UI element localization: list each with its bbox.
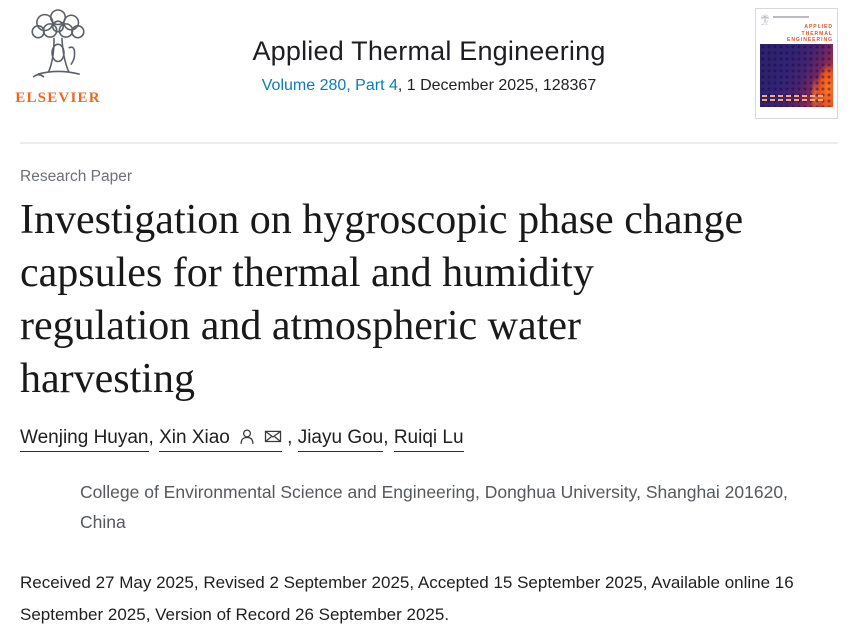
journal-title-link[interactable]: Applied Thermal Engineering bbox=[252, 36, 606, 66]
journal-cover-art: APPLIED THERMAL ENGINEERING bbox=[760, 13, 833, 114]
author-link-jiayu-gou[interactable]: Jiayu Gou bbox=[297, 427, 384, 452]
cover-header-rule bbox=[773, 16, 809, 18]
cover-mini-tree-icon bbox=[760, 14, 770, 26]
article-history-dates: Received 27 May 2025, Revised 2 Septembe… bbox=[20, 573, 794, 624]
issue-date-text: , 1 December 2025, 128367 bbox=[397, 77, 597, 94]
author-separator: , bbox=[148, 427, 160, 448]
journal-issue-line: Volume 280, Part 4, 1 December 2025, 128… bbox=[0, 77, 858, 95]
elsevier-logo[interactable]: ELSEVIER bbox=[12, 8, 104, 107]
author-name: Xin Xiao bbox=[159, 427, 230, 448]
article-section: Research Paper Investigation on hygrosco… bbox=[0, 168, 858, 631]
elsevier-wordmark: ELSEVIER bbox=[15, 90, 101, 106]
author-separator: , bbox=[281, 427, 298, 448]
author-link-wenjing-huyan[interactable]: Wenjing Huyan bbox=[20, 427, 149, 452]
cover-gradient-art bbox=[760, 44, 833, 107]
cover-title-line: ENGINEERING bbox=[786, 37, 833, 43]
header-divider bbox=[20, 142, 838, 144]
author-separator: , bbox=[383, 427, 394, 448]
author-affiliation: College of Environmental Science and Eng… bbox=[80, 482, 788, 532]
volume-issue-link[interactable]: Volume 280, Part 4 bbox=[261, 77, 398, 94]
cover-footnote-lines bbox=[762, 93, 824, 101]
page-header: ELSEVIER Applied Thermal Engineering Vol… bbox=[0, 0, 858, 142]
author-link-xin-xiao[interactable]: Xin Xiao bbox=[159, 427, 282, 452]
article-title: Investigation on hygroscopic phase chang… bbox=[20, 197, 744, 402]
person-icon[interactable] bbox=[238, 428, 256, 446]
journal-banner: Applied Thermal Engineering Volume 280, … bbox=[0, 36, 858, 95]
author-link-ruiqi-lu[interactable]: Ruiqi Lu bbox=[393, 427, 464, 452]
cover-journal-title: APPLIED THERMAL ENGINEERING bbox=[787, 24, 833, 44]
cover-title-line: THERMAL bbox=[801, 30, 833, 37]
envelope-icon[interactable] bbox=[264, 428, 282, 446]
author-list: Wenjing Huyan, Xin Xiao , Jiayu Gou, Rui… bbox=[20, 427, 838, 452]
cover-title-line: APPLIED bbox=[804, 24, 833, 30]
article-type-label: Research Paper bbox=[20, 168, 133, 185]
journal-cover-thumbnail[interactable]: APPLIED THERMAL ENGINEERING bbox=[755, 8, 838, 119]
